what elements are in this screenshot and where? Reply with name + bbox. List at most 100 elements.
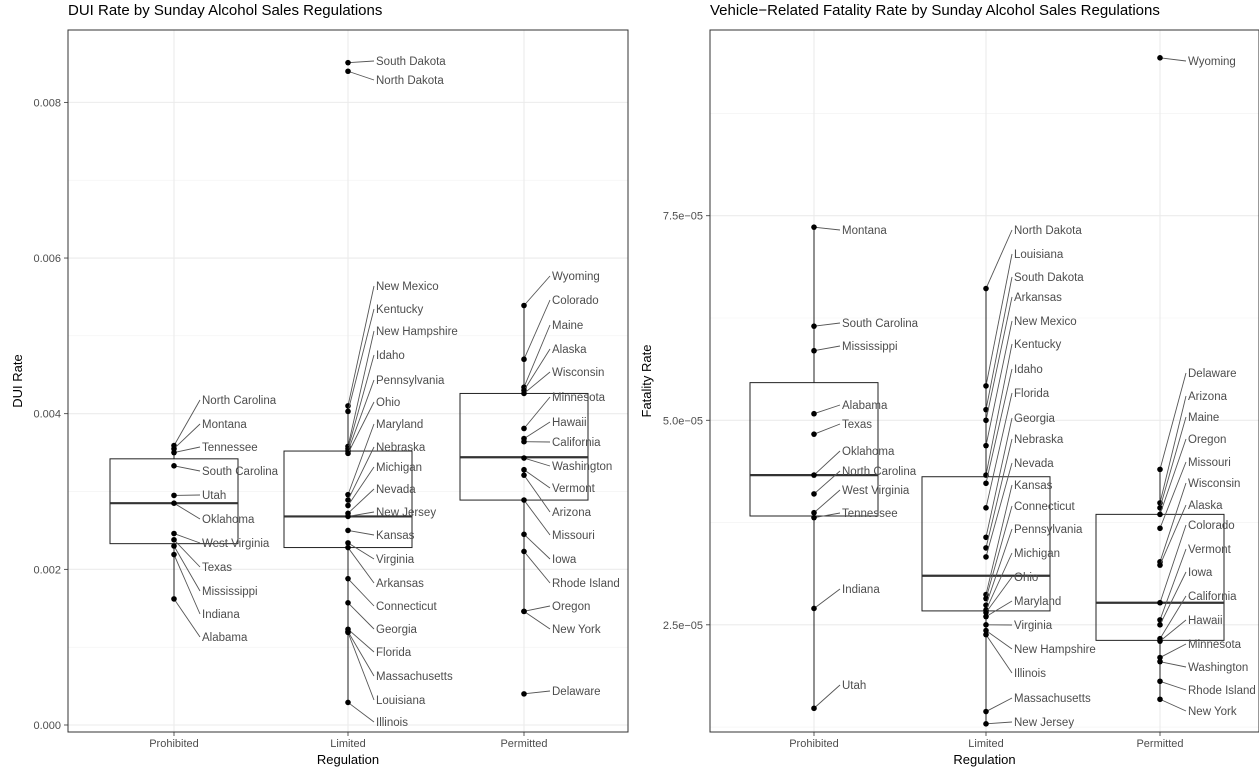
point-label: Nevada [1014,458,1054,470]
point-label: Iowa [552,554,577,566]
point-label: Wisconsin [1188,478,1240,490]
point-label: Idaho [376,350,405,362]
point-label: Alaska [1188,500,1223,512]
chart-title: DUI Rate by Sunday Alcohol Sales Regulat… [68,2,382,19]
point-label: Kentucky [1014,339,1062,351]
point-label: Connecticut [376,601,438,613]
data-point [1157,678,1163,684]
point-label: Indiana [842,584,880,596]
data-point [345,60,351,66]
point-label: Arizona [1188,391,1228,403]
point-label: California [552,437,601,449]
data-point [1157,55,1163,61]
data-point [345,630,351,636]
point-label: Michigan [376,462,422,474]
point-label: Utah [842,680,866,692]
point-label: Wyoming [1188,56,1236,68]
point-label: Arkansas [376,578,424,590]
point-label: Massachusetts [376,671,453,683]
point-label: Oklahoma [842,446,895,458]
box-iqr [922,477,1050,611]
point-label: Illinois [376,717,408,729]
data-point [983,480,989,486]
point-label: Arizona [552,507,592,519]
point-label: New Mexico [1014,316,1077,328]
data-point [811,515,817,521]
y-tick-label: 0.002 [33,564,61,576]
point-label: Delaware [552,686,601,698]
point-label: Alabama [202,632,248,644]
x-tick-label: Limited [968,738,1003,750]
point-label: Rhode Island [552,578,620,590]
point-label: Delaware [1188,368,1237,380]
point-label: Louisiana [376,695,426,707]
data-point [521,467,527,473]
point-label: South Dakota [376,56,446,68]
data-point [811,705,817,711]
point-label: Indiana [202,609,240,621]
point-label: Nebraska [376,442,426,454]
data-point [521,455,527,461]
data-point [811,510,817,516]
point-label: Montana [202,419,247,431]
data-point [811,606,817,612]
point-label: Idaho [1014,364,1043,376]
point-label: New Jersey [376,507,436,519]
data-point [345,451,351,457]
point-label: South Dakota [1014,272,1084,284]
data-point [521,472,527,478]
data-point [811,224,817,230]
point-label: Washington [552,461,612,473]
point-label: Texas [202,562,232,574]
data-point [521,609,527,615]
data-point [521,497,527,503]
y-axis-title: Fatality Rate [639,345,654,418]
point-label: Ohio [376,397,400,409]
x-tick-label: Limited [330,738,365,750]
data-point [521,549,527,555]
x-tick-label: Permitted [1136,738,1183,750]
point-label: Alaska [552,344,587,356]
point-label: New York [552,624,601,636]
x-tick-label: Permitted [500,738,547,750]
data-point [1157,696,1163,702]
point-label: Connecticut [1014,501,1076,513]
point-label: New Mexico [376,281,439,293]
chart-title: Vehicle−Related Fatality Rate by Sunday … [710,2,1160,19]
data-point [521,303,527,309]
point-label: Mississippi [202,586,258,598]
point-label: Maryland [1014,596,1061,608]
point-label: Oregon [1188,434,1226,446]
data-point [983,443,989,449]
data-point [171,552,177,558]
data-point [983,505,989,511]
x-axis-title: Regulation [953,752,1015,767]
point-label: Florida [376,647,412,659]
point-label: Alabama [842,400,888,412]
point-label: Hawaii [1188,615,1223,627]
point-label: New Hampshire [376,326,458,338]
point-label: Pennsylvania [376,375,445,387]
point-label: Utah [202,490,226,502]
data-point [345,68,351,74]
data-point [345,514,351,520]
y-tick-label: 5.0e−05 [663,415,703,427]
point-label: Iowa [1188,567,1213,579]
point-label: Virginia [1014,620,1053,632]
data-point [521,439,527,445]
y-axis-title: DUI Rate [10,354,25,407]
data-point [1157,659,1163,665]
point-label: Florida [1014,388,1050,400]
point-label: Nebraska [1014,434,1064,446]
data-point [811,491,817,497]
point-label: Colorado [552,295,599,307]
data-point [1157,562,1163,568]
data-point [171,450,177,456]
point-label: Montana [842,225,887,237]
point-label: Texas [842,419,872,431]
data-point [983,632,989,638]
data-point [983,286,989,292]
point-label: Kentucky [376,304,424,316]
x-axis-title: Regulation [317,752,379,767]
